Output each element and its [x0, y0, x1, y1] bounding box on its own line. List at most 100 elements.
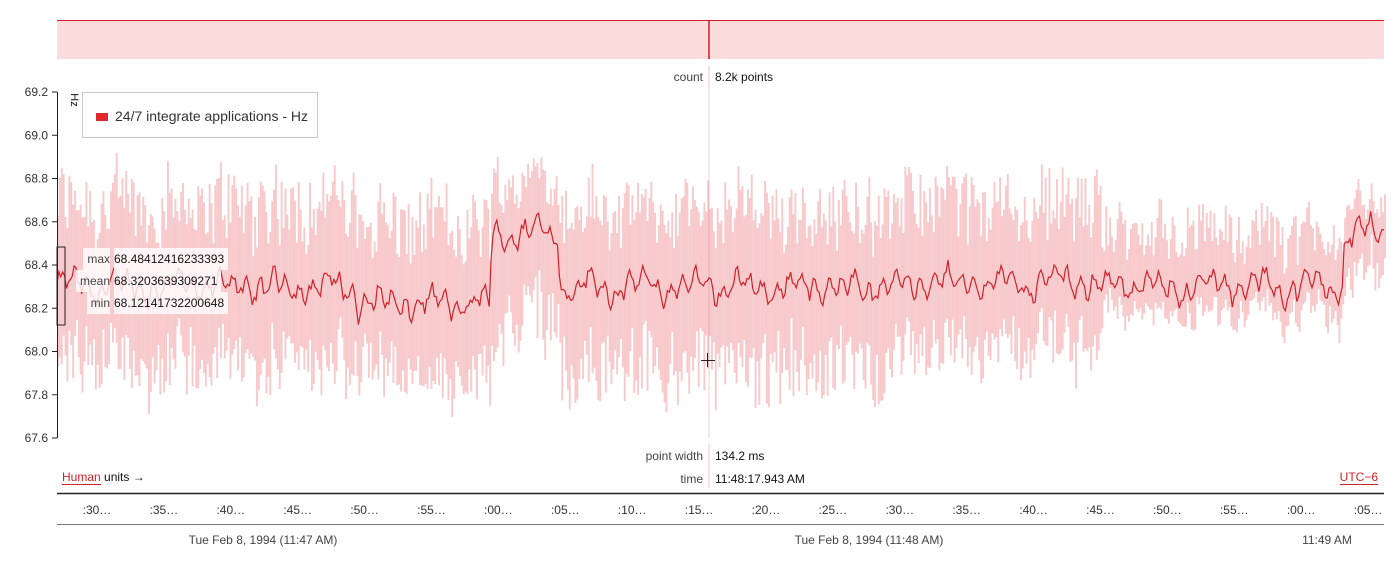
band-bar — [345, 233, 347, 399]
band-bar — [1179, 254, 1182, 324]
band-bar — [838, 200, 840, 350]
band-bar — [665, 233, 668, 413]
band-bar — [1175, 252, 1178, 309]
band-bar — [421, 252, 423, 386]
band-bar — [807, 226, 810, 379]
band-bar — [705, 211, 708, 336]
band-bar — [673, 248, 675, 376]
band-bar — [1348, 204, 1350, 269]
band-bar — [1226, 242, 1229, 311]
band-bar — [62, 173, 65, 336]
x-tick-label: :05… — [551, 503, 580, 517]
band-bar — [1376, 209, 1379, 264]
band-bar — [1380, 197, 1383, 278]
overview-band[interactable] — [57, 20, 1384, 59]
band-bar — [813, 219, 816, 355]
band-bar — [1088, 204, 1091, 348]
band-bar — [694, 200, 696, 358]
band-bar — [502, 212, 505, 366]
band-bar — [722, 243, 725, 345]
band-bar — [997, 201, 1000, 363]
band-bar — [781, 198, 784, 373]
band-bar — [498, 202, 501, 324]
stat-min-value: 68.12141732200648 — [114, 292, 229, 314]
band-bar — [1156, 218, 1159, 309]
band-bar — [521, 172, 524, 326]
band-bar — [1059, 202, 1062, 354]
band-bar — [868, 176, 871, 346]
band-bar — [762, 215, 765, 344]
band-bar — [938, 216, 941, 371]
band-bar — [292, 187, 294, 344]
point-width-label: point width — [646, 449, 703, 463]
band-bar — [707, 180, 710, 369]
band-bar — [369, 222, 372, 344]
band-bar — [1361, 205, 1364, 254]
band-bar — [1095, 169, 1098, 360]
band-bar — [877, 195, 880, 405]
band-bar — [417, 227, 420, 357]
band-bar — [68, 176, 71, 331]
band-bar — [1264, 221, 1267, 312]
band-bar — [237, 205, 239, 371]
human-units-link[interactable]: Human — [62, 470, 101, 485]
band-bar — [798, 219, 801, 392]
band-bar — [1209, 210, 1212, 311]
legend[interactable]: 24/7 integrate applications - Hz — [82, 92, 318, 138]
band-bar — [530, 171, 533, 303]
band-bar — [1052, 210, 1055, 364]
band-bar — [441, 207, 444, 398]
band-bar — [1039, 205, 1041, 312]
band-bar — [1118, 202, 1121, 297]
band-bar — [1020, 225, 1022, 381]
band-bar — [1090, 237, 1093, 371]
band-bar — [1076, 177, 1079, 343]
band-bar — [1249, 247, 1252, 302]
band-bar — [1213, 213, 1216, 297]
band-bar — [517, 208, 520, 353]
band-bar — [347, 236, 349, 368]
x-tick-label: :55… — [1220, 503, 1249, 517]
band-bar — [483, 199, 486, 346]
band-bar — [953, 177, 956, 363]
band-bar — [980, 235, 983, 384]
band-bar — [1351, 209, 1354, 298]
units-text: units → — [104, 470, 145, 484]
band-bar — [747, 189, 749, 387]
band-bar — [548, 203, 550, 295]
band-bar — [821, 227, 823, 399]
band-bar — [476, 219, 478, 400]
band-bar — [1097, 195, 1100, 351]
band-bar — [1217, 244, 1220, 326]
band-bar — [1141, 223, 1144, 320]
x-tick-label: :45… — [1086, 503, 1115, 517]
band-bar — [555, 176, 558, 338]
band-bar — [400, 209, 402, 392]
band-bar — [1061, 167, 1064, 350]
band-bar — [1251, 219, 1254, 301]
band-bar — [764, 180, 766, 334]
band-bar — [709, 209, 711, 337]
units-toggle[interactable]: Human units → — [62, 470, 145, 485]
band-bar — [684, 178, 687, 352]
band-bar — [631, 195, 634, 329]
band-bar — [1310, 225, 1312, 313]
band-bar — [769, 238, 772, 354]
timezone-link[interactable]: UTC−6 — [1339, 470, 1378, 485]
stat-max-label: max — [83, 248, 110, 270]
band-bar — [551, 205, 554, 294]
band-bar — [343, 200, 346, 361]
band-bar — [257, 197, 260, 391]
band-bar — [1130, 229, 1132, 315]
band-bar — [1275, 217, 1278, 320]
band-bar — [652, 202, 655, 374]
band-bar — [792, 214, 795, 396]
band-bar — [951, 176, 954, 320]
band-bar — [879, 237, 882, 401]
band-bar — [1300, 223, 1303, 311]
band-bar — [445, 183, 448, 375]
band-bar — [949, 185, 952, 356]
time-label: time — [680, 472, 703, 486]
band-bar — [724, 182, 727, 385]
band-bar — [775, 189, 778, 373]
